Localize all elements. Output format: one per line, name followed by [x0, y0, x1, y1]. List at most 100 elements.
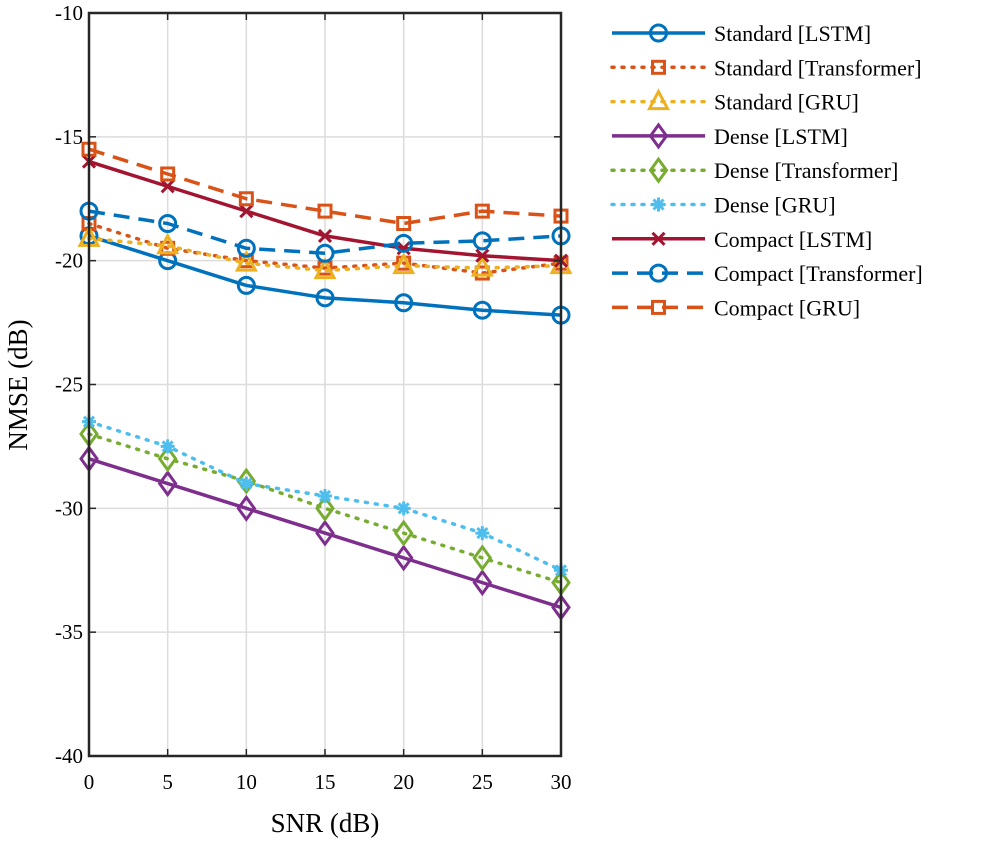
marker-square [474, 203, 490, 219]
marker-asterisk [651, 197, 666, 212]
legend-entry-6: Compact [LSTM] [612, 227, 872, 252]
legend: Standard [LSTM] Standard [Transformer] Sta… [610, 21, 923, 320]
y-tick-label: -35 [55, 620, 83, 644]
y-tick-label: -10 [55, 1, 83, 25]
marker-x [475, 248, 490, 263]
x-tick-label: 20 [393, 770, 414, 794]
x-tick-label: 5 [162, 770, 173, 794]
series-line [87, 236, 563, 273]
marker-diamond [315, 494, 335, 522]
legend-label: Dense [Transformer] [714, 158, 898, 183]
series-line [88, 147, 562, 226]
marker-asterisk [396, 501, 411, 516]
marker-asterisk [318, 488, 332, 503]
marker-diamond [393, 519, 414, 547]
marker-diamond [236, 494, 257, 522]
marker-circle [394, 233, 414, 253]
marker-diamond [157, 445, 178, 473]
marker-circle [649, 263, 668, 283]
x-tick-label: 15 [315, 770, 336, 794]
marker-circle [315, 243, 335, 263]
marker-diamond [315, 519, 335, 547]
marker-triangle [470, 254, 494, 277]
series-line [87, 432, 563, 585]
marker-triangle [156, 232, 180, 255]
marker-x [651, 231, 666, 246]
series-0 [79, 226, 571, 325]
series-3 [79, 445, 571, 621]
legend-label: Standard [Transformer] [714, 55, 922, 80]
marker-diamond [236, 467, 257, 495]
marker-diamond [472, 544, 493, 572]
marker-diamond [157, 470, 178, 498]
legend-entry-3: Dense [LSTM] [612, 122, 848, 150]
marker-triangle [234, 249, 258, 272]
legend-entry-7: Compact [Transformer] [612, 261, 923, 286]
marker-circle [394, 293, 414, 313]
series-line [88, 457, 562, 610]
y-tick-label: -25 [55, 373, 83, 397]
grid [88, 12, 562, 757]
legend-label: Compact [GRU] [714, 295, 860, 320]
marker-x [239, 204, 254, 219]
marker-square [396, 216, 412, 232]
marker-circle [472, 300, 492, 320]
marker-x [160, 179, 175, 194]
marker-diamond [648, 156, 669, 184]
x-tick-label: 30 [551, 770, 572, 794]
marker-circle [472, 231, 492, 251]
series-7 [79, 201, 571, 263]
marker-triangle [313, 257, 337, 280]
ticks: 0 5 10 15 20 25 30 -10 -15 -20 -25 -30 -35 -40 [55, 1, 572, 794]
marker-x [317, 228, 333, 243]
marker-x [396, 241, 411, 256]
marker-triangle [647, 88, 670, 111]
y-tick-label: -40 [55, 744, 83, 768]
marker-diamond [648, 122, 669, 150]
marker-asterisk [475, 526, 490, 541]
legend-entry-5: Dense [GRU] [610, 193, 836, 218]
marker-square [651, 299, 666, 315]
legend-label: Standard [GRU] [714, 90, 859, 115]
y-tick-label: -20 [55, 249, 83, 273]
marker-circle [649, 23, 668, 43]
marker-circle [315, 288, 335, 308]
y-tick-label: -15 [55, 125, 83, 149]
marker-asterisk [239, 476, 254, 491]
marker-asterisk [160, 439, 175, 454]
legend-label: Dense [GRU] [714, 193, 836, 218]
marker-square [474, 265, 490, 281]
y-axis-title: NMSE (dB) [3, 319, 33, 450]
legend-entry-4: Dense [Transformer] [610, 156, 898, 184]
legend-entry-1: Standard [Transformer] [610, 55, 922, 80]
legend-entry-8: Compact [GRU] [612, 295, 860, 320]
marker-circle [236, 275, 256, 295]
marker-square [160, 166, 176, 182]
marker-diamond [393, 544, 414, 572]
marker-circle [158, 214, 178, 234]
x-tick-label: 25 [472, 770, 493, 794]
marker-square [651, 59, 666, 75]
series-6 [81, 154, 569, 268]
marker-diamond [472, 569, 493, 597]
series-line [88, 234, 562, 317]
marker-triangle [392, 252, 416, 275]
series-layer [77, 141, 573, 621]
legend-entry-2: Standard [GRU] [610, 88, 859, 115]
y-tick-label: -30 [55, 496, 83, 520]
legend-label: Compact [Transformer] [714, 261, 923, 286]
marker-square [317, 203, 333, 219]
legend-label: Dense [LSTM] [714, 124, 848, 149]
legend-label: Standard [LSTM] [714, 21, 871, 46]
x-tick-label: 10 [236, 770, 257, 794]
marker-circle [236, 238, 256, 258]
series-2 [77, 225, 573, 280]
legend-entry-0: Standard [LSTM] [612, 21, 871, 46]
marker-square [238, 191, 254, 207]
series-line [87, 221, 563, 275]
x-axis-title: SNR (dB) [271, 808, 380, 838]
legend-label: Compact [LSTM] [714, 227, 872, 252]
x-tick-label: 0 [84, 770, 95, 794]
series-line [88, 209, 562, 255]
